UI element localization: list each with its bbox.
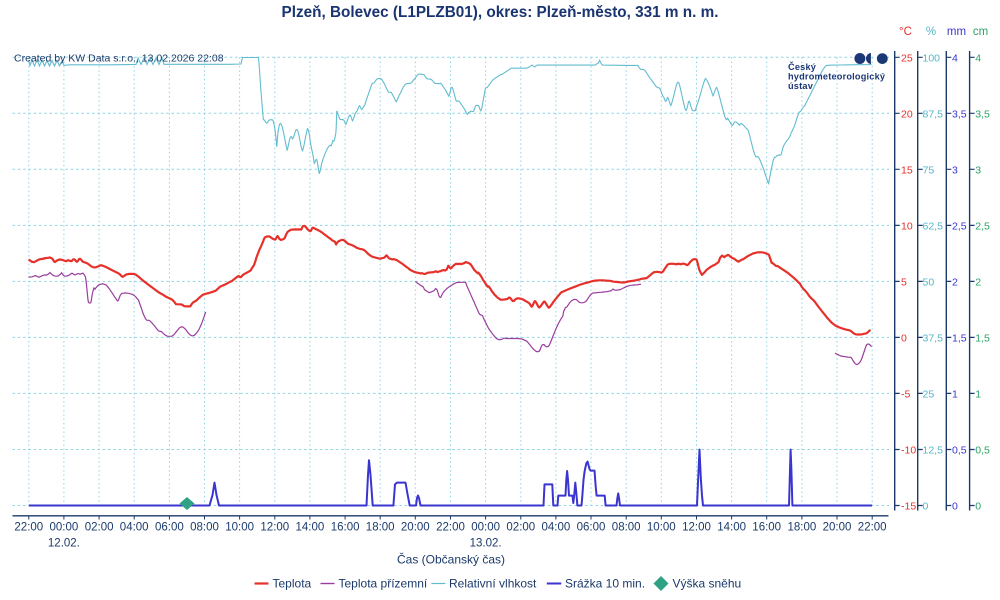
svg-text:50: 50	[923, 276, 935, 288]
svg-text:62,5: 62,5	[923, 220, 944, 232]
svg-text:37,5: 37,5	[923, 332, 944, 344]
svg-text:3: 3	[952, 164, 958, 176]
svg-text:5: 5	[901, 276, 907, 288]
svg-text:Teplota přízemní: Teplota přízemní	[339, 577, 428, 591]
svg-text:1,5: 1,5	[952, 332, 967, 344]
svg-text:0: 0	[923, 501, 929, 513]
svg-text:Český: Český	[788, 61, 817, 72]
svg-text:14:00: 14:00	[296, 522, 325, 534]
svg-text:2,5: 2,5	[952, 220, 967, 232]
svg-text:0: 0	[952, 501, 958, 513]
svg-text:-5: -5	[901, 388, 910, 400]
svg-text:4: 4	[952, 52, 958, 64]
svg-text:75: 75	[923, 164, 935, 176]
svg-text:10:00: 10:00	[647, 522, 676, 534]
svg-text:08:00: 08:00	[612, 522, 641, 534]
svg-text:20:00: 20:00	[401, 522, 430, 534]
svg-text:02:00: 02:00	[85, 522, 114, 534]
svg-text:2: 2	[975, 276, 981, 288]
svg-text:12.02.: 12.02.	[48, 538, 80, 550]
svg-text:00:00: 00:00	[471, 522, 500, 534]
svg-text:22:00: 22:00	[436, 522, 465, 534]
svg-text:2,5: 2,5	[975, 220, 990, 232]
svg-text:22:00: 22:00	[14, 522, 43, 534]
svg-text:Teplota: Teplota	[273, 577, 312, 591]
svg-text:0,5: 0,5	[975, 445, 990, 457]
svg-text:ústav: ústav	[788, 81, 814, 91]
svg-text:Created by KW Data s.r.o., 13.: Created by KW Data s.r.o., 13.02.2026 22…	[14, 53, 224, 65]
svg-text:16:00: 16:00	[331, 522, 360, 534]
svg-text:02:00: 02:00	[506, 522, 535, 534]
svg-text:-15: -15	[901, 501, 916, 513]
svg-text:%: %	[926, 26, 936, 38]
svg-text:08:00: 08:00	[190, 522, 219, 534]
svg-text:12,5: 12,5	[923, 445, 944, 457]
svg-text:1,5: 1,5	[975, 332, 990, 344]
svg-text:04:00: 04:00	[542, 522, 571, 534]
svg-text:cm: cm	[973, 26, 988, 38]
svg-text:-10: -10	[901, 445, 916, 457]
svg-text:0: 0	[975, 501, 981, 513]
svg-text:Srážka 10 min.: Srážka 10 min.	[565, 577, 645, 591]
svg-text:06:00: 06:00	[155, 522, 184, 534]
svg-text:12:00: 12:00	[260, 522, 289, 534]
svg-text:1: 1	[975, 388, 981, 400]
svg-text:10:00: 10:00	[225, 522, 254, 534]
svg-text:06:00: 06:00	[577, 522, 606, 534]
svg-text:10: 10	[901, 220, 913, 232]
svg-text:16:00: 16:00	[752, 522, 781, 534]
svg-text:°C: °C	[899, 26, 912, 38]
svg-text:Výška sněhu: Výška sněhu	[673, 577, 742, 591]
svg-text:Čas (Občanský čas): Čas (Občanský čas)	[397, 552, 505, 567]
svg-text:18:00: 18:00	[366, 522, 395, 534]
svg-text:0,5: 0,5	[952, 445, 967, 457]
svg-text:Plzeň, Bolevec (L1PLZB01), okr: Plzeň, Bolevec (L1PLZB01), okres: Plzeň-…	[282, 4, 719, 21]
svg-text:18:00: 18:00	[788, 522, 817, 534]
svg-text:Relativní vlhkost: Relativní vlhkost	[449, 577, 537, 591]
svg-text:25: 25	[923, 388, 935, 400]
svg-text:2: 2	[952, 276, 958, 288]
svg-text:13.02.: 13.02.	[470, 538, 502, 550]
svg-text:20:00: 20:00	[823, 522, 852, 534]
svg-text:22:00: 22:00	[858, 522, 887, 534]
svg-text:87,5: 87,5	[923, 108, 944, 120]
svg-text:3,5: 3,5	[975, 108, 990, 120]
svg-text:mm: mm	[947, 26, 966, 38]
svg-text:20: 20	[901, 108, 913, 120]
svg-text:hydrometeorologický: hydrometeorologický	[788, 72, 886, 82]
svg-text:1: 1	[952, 388, 958, 400]
svg-text:04:00: 04:00	[120, 522, 149, 534]
svg-text:0: 0	[901, 332, 907, 344]
svg-text:4: 4	[975, 52, 981, 64]
svg-text:00:00: 00:00	[50, 522, 79, 534]
svg-text:12:00: 12:00	[682, 522, 711, 534]
svg-text:14:00: 14:00	[717, 522, 746, 534]
svg-text:3: 3	[975, 164, 981, 176]
svg-text:15: 15	[901, 164, 913, 176]
svg-text:3,5: 3,5	[952, 108, 967, 120]
svg-text:100: 100	[923, 52, 941, 64]
svg-text:25: 25	[901, 52, 913, 64]
